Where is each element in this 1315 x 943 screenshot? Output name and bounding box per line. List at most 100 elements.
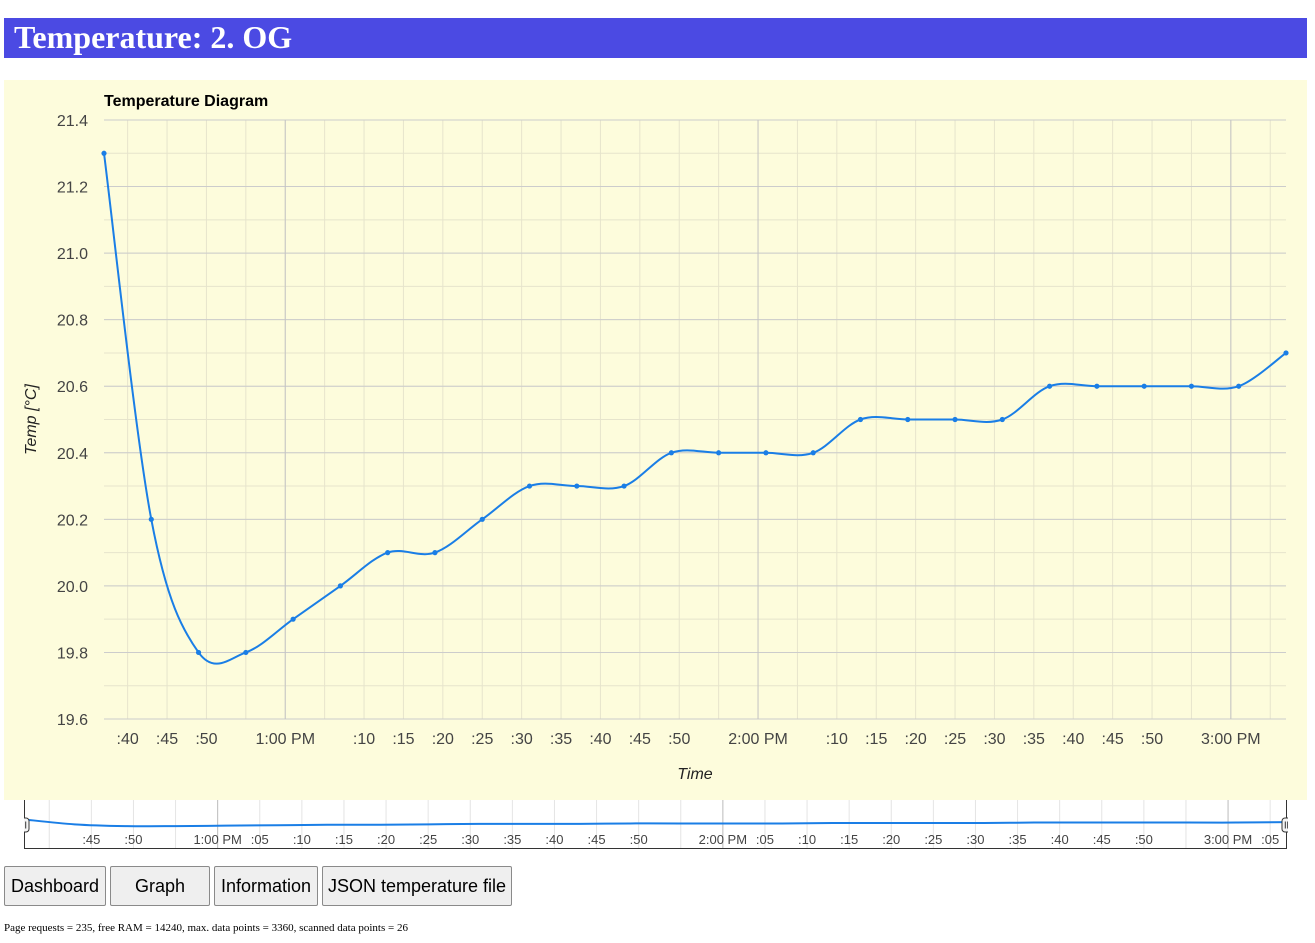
data-point	[1236, 383, 1242, 389]
x-tick-label: :50	[1141, 731, 1163, 748]
data-point	[857, 416, 864, 423]
range-svg[interactable]: :45 :50 1:00 PM :05 :10 :15 :20 :25 :30 :35 :40 :45…	[19, 800, 1292, 850]
x-tick-label: :20	[905, 731, 927, 748]
y-tick-label: 20.4	[57, 446, 88, 463]
json-file-button[interactable]: JSON temperature file	[322, 866, 512, 906]
range-handle-right[interactable]	[1281, 817, 1292, 833]
y-axis-label: Temp [°C]	[23, 384, 40, 455]
data-point	[195, 649, 202, 656]
dashboard-button[interactable]: Dashboard	[4, 866, 106, 906]
range-tick-label: :15	[335, 832, 353, 847]
range-tick-label: :05	[251, 832, 269, 847]
y-tick-label: 20.6	[57, 379, 88, 396]
data-point	[621, 483, 627, 489]
range-tick-label: :10	[293, 832, 311, 847]
range-tick-label: :50	[124, 832, 142, 847]
data-point	[479, 516, 485, 522]
x-tick-label: :10	[826, 731, 848, 748]
range-tick-label: :35	[503, 832, 521, 847]
temperature-series-line	[103, 153, 1287, 665]
x-tick-label: :15	[392, 731, 414, 748]
range-tick-label: 2:00 PM	[699, 832, 747, 847]
range-selector[interactable]: :45 :50 1:00 PM :05 :10 :15 :20 :25 :30 :35 :40 :45…	[19, 800, 1292, 850]
y-tick-label: 21.2	[57, 180, 88, 197]
y-tick-label: 19.6	[57, 712, 88, 729]
range-handle-left[interactable]	[19, 817, 30, 833]
handle-body	[19, 817, 30, 833]
y-tick-label: 20.8	[57, 313, 88, 330]
x-tick-label: :25	[944, 731, 966, 748]
x-tick-label: 1:00 PM	[255, 731, 315, 748]
range-tick-label: 1:00 PM	[193, 832, 241, 847]
data-point	[337, 583, 343, 589]
data-point	[1141, 383, 1147, 389]
data-point	[243, 649, 249, 656]
x-tick-label: :40	[589, 731, 611, 748]
x-tick-label: :40	[1062, 731, 1084, 748]
range-tick-label: :40	[545, 832, 563, 847]
range-tick-label: :45	[588, 832, 606, 847]
x-tick-label: :20	[432, 731, 454, 748]
x-tick-label: :45	[156, 731, 178, 748]
graph-button[interactable]: Graph	[110, 866, 210, 906]
status-footer: Page requests = 235, free RAM = 14240, m…	[4, 922, 408, 934]
range-tick-label: :05	[1261, 832, 1279, 847]
chart-svg: 19.6 19.8 20.0 20.2 20.4 20.6 20.8 21.0 21.2 21.4…	[23, 93, 1289, 783]
data-point	[1188, 383, 1195, 389]
data-point	[290, 616, 296, 622]
range-tick-label: :15	[840, 832, 858, 847]
range-tick-label: :50	[630, 832, 648, 847]
y-tick-label: 21.0	[57, 246, 88, 263]
data-point	[716, 450, 722, 456]
data-point	[432, 550, 438, 556]
x-tick-label: :15	[865, 731, 887, 748]
y-tick-label: 20.2	[57, 512, 88, 529]
x-tick-label: :25	[471, 731, 493, 748]
range-series-line	[23, 818, 1288, 828]
x-tick-label: :30	[511, 731, 533, 748]
x-tick-label: :50	[668, 731, 690, 748]
data-point	[810, 450, 816, 456]
data-point	[668, 450, 674, 456]
data-point	[148, 516, 154, 522]
range-tick-label: :10	[798, 832, 816, 847]
range-tick-label: :30	[461, 832, 479, 847]
range-tick-label: :40	[1051, 832, 1069, 847]
x-axis-label: Time	[677, 766, 713, 783]
data-point	[526, 483, 533, 489]
title-bar: Temperature: 2. OG	[4, 18, 1307, 58]
data-point	[763, 450, 769, 456]
chart-title: Temperature Diagram	[104, 93, 268, 110]
range-tick-label: :45	[82, 832, 100, 847]
data-point	[1094, 383, 1100, 389]
range-tick-label: :20	[377, 832, 395, 847]
range-tick-label: :25	[924, 832, 942, 847]
x-tick-label: :45	[629, 731, 651, 748]
y-tick-label: 21.4	[57, 113, 88, 130]
x-tick-label: :50	[195, 731, 217, 748]
data-point	[952, 416, 958, 423]
page-title: Temperature: 2. OG	[14, 19, 293, 55]
information-button[interactable]: Information	[214, 866, 318, 906]
data-point	[385, 550, 391, 556]
x-tick-label: :30	[983, 731, 1005, 748]
x-tick-label: :45	[1102, 731, 1124, 748]
data-point	[999, 416, 1005, 423]
y-tick-label: 19.8	[57, 645, 88, 662]
data-point	[1283, 350, 1289, 356]
data-point	[1047, 383, 1053, 389]
data-point	[101, 150, 107, 156]
range-tick-label: :20	[882, 832, 900, 847]
x-tick-label: :35	[1023, 731, 1045, 748]
x-tick-label: :35	[550, 731, 572, 748]
range-tick-label: :35	[1009, 832, 1027, 847]
x-tick-label: :10	[353, 731, 375, 748]
data-point	[574, 483, 580, 489]
data-point	[905, 416, 911, 423]
y-tick-label: 20.0	[57, 579, 88, 596]
x-tick-label: 3:00 PM	[1201, 731, 1261, 748]
range-tick-label: :05	[756, 832, 774, 847]
range-tick-label: :25	[419, 832, 437, 847]
range-tick-label: :50	[1135, 832, 1153, 847]
temperature-chart: 19.6 19.8 20.0 20.2 20.4 20.6 20.8 21.0 21.2 21.4…	[4, 80, 1307, 800]
